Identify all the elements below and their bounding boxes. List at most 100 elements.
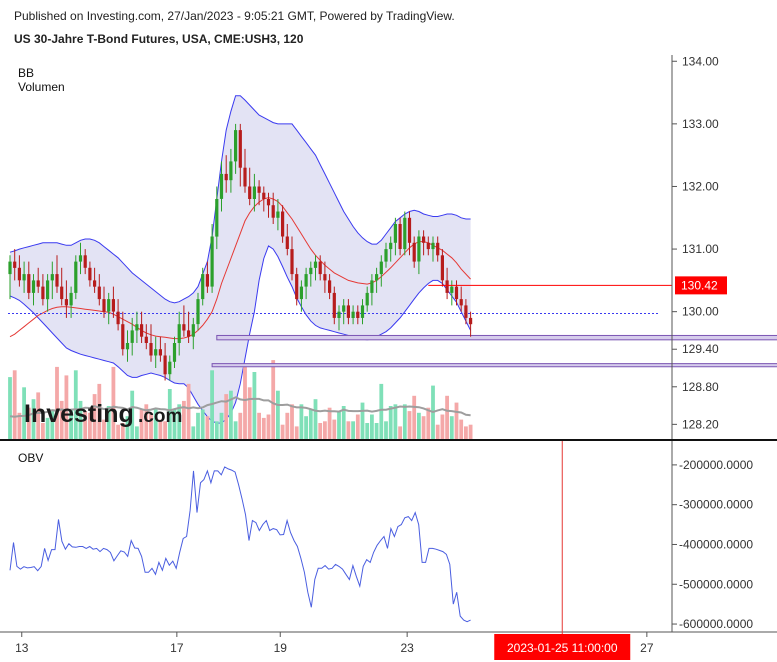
price-tick-label: 128.20 (682, 417, 719, 431)
volume-bar (182, 400, 186, 440)
volume-bar (83, 411, 88, 440)
candle-body (102, 299, 106, 312)
volume-bar (393, 404, 398, 440)
price-tick-label: 128.80 (682, 380, 719, 394)
volume-bar (468, 424, 473, 440)
volume-bar (214, 421, 219, 440)
candle-body (356, 311, 360, 318)
volume-bar (435, 424, 440, 440)
crosshair-label: 2023-01-25 11:00:00 (507, 641, 618, 655)
volume-bar (421, 416, 426, 440)
volume-bar (252, 372, 257, 440)
candle-body (299, 286, 303, 300)
candle-body (158, 349, 162, 356)
time-tick-label: 27 (640, 641, 654, 655)
candle-body (97, 286, 101, 300)
volume-bar (205, 416, 210, 440)
candle-body (27, 274, 31, 293)
candle-body (365, 292, 369, 306)
candle-body (168, 361, 172, 375)
candle-body (323, 274, 327, 281)
bollinger-band-fill (10, 95, 471, 424)
volume-bar (341, 406, 346, 440)
bollinger-upper-line (9, 95, 471, 304)
bollinger-basis-line (9, 197, 471, 340)
candle-body (140, 324, 144, 337)
published-caption: Published on Investing.com, 27/Jan/2023 … (14, 9, 455, 23)
candle-body (403, 217, 407, 250)
obv-axis: -200000.0000 -300000.0000 -400000.0000 -500… (672, 458, 753, 631)
obv-tick-label: -200000.0000 (679, 458, 753, 472)
candle-body (13, 261, 17, 268)
obv-pane[interactable] (9, 466, 471, 623)
candle-body (46, 280, 50, 300)
candle-body (248, 186, 252, 199)
last-price-tag (675, 276, 727, 295)
volume-bar (257, 412, 261, 440)
candle-body (285, 236, 289, 249)
candle-body (252, 186, 256, 199)
volume-bar (219, 412, 224, 440)
candle-body (304, 274, 308, 287)
candle-body (464, 305, 468, 318)
volume-bar (238, 412, 243, 440)
volume-bar (120, 423, 125, 440)
candle-body (107, 299, 111, 312)
candle-body (243, 167, 247, 187)
volume-bar (308, 409, 313, 440)
candle-body (111, 299, 115, 312)
candle-body (60, 286, 64, 300)
candle-body (74, 261, 78, 293)
candle-body (172, 343, 177, 362)
support-level (211, 363, 777, 368)
volume-bar (153, 409, 158, 440)
volume-bar (360, 402, 365, 440)
price-axis: 134.00 133.00 132.00 131.00 130.00 129.40 128.… (672, 54, 719, 431)
price-tick-label: 134.00 (682, 54, 719, 68)
candle-body (375, 274, 379, 281)
volume-bar (374, 423, 379, 440)
volume-bar (454, 402, 459, 440)
candle-body (328, 280, 332, 293)
volume-bar (304, 416, 308, 440)
volume-bar (64, 375, 69, 440)
candle-body (78, 255, 83, 262)
volume-bar (55, 366, 59, 440)
price-tick-label: 130.00 (682, 305, 719, 319)
candle-body (318, 261, 322, 275)
support-levels (211, 334, 777, 368)
candle-body (64, 299, 68, 306)
candle-body (234, 130, 238, 162)
volume-bar (355, 414, 360, 440)
logo-suffix: .com (138, 406, 182, 427)
candle-body (450, 286, 454, 293)
candle-body (130, 330, 134, 343)
candle-body (163, 355, 167, 375)
volume-bar (464, 426, 468, 440)
candle-body (50, 274, 54, 281)
candle-body (309, 267, 313, 275)
volume-bar (407, 411, 412, 440)
volume-bar (210, 370, 214, 440)
volume-bar (379, 383, 384, 440)
volume-bar (426, 407, 431, 440)
volume-bar (69, 409, 73, 440)
candle-body (445, 280, 449, 293)
time-axis: 13 17 19 23 27 (15, 632, 654, 655)
volume-bar (417, 412, 421, 440)
candle-body (215, 199, 219, 237)
candle-body (196, 299, 200, 325)
volume-bar (88, 412, 92, 440)
candle-body (422, 236, 426, 243)
candle-body (229, 161, 233, 181)
candle-body (187, 330, 191, 337)
volume-bar (111, 366, 116, 440)
candle-body (342, 305, 346, 312)
volume-bar (36, 392, 41, 440)
candle-body (346, 305, 350, 318)
price-pane[interactable] (8, 95, 777, 440)
volume-bar (22, 387, 26, 440)
volume-bar (384, 421, 388, 440)
candle-body (88, 267, 92, 281)
